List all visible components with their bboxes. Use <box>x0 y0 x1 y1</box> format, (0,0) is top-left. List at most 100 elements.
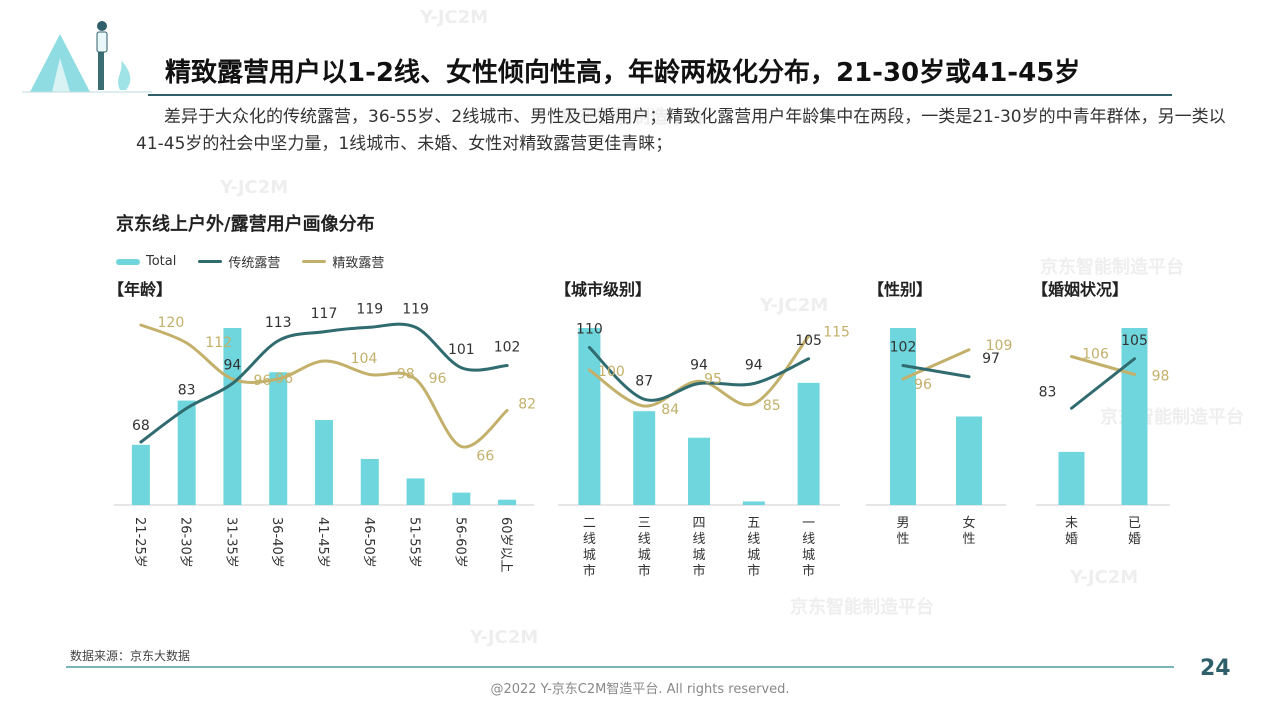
x-tick-label: 一 <box>802 516 815 531</box>
x-tick-label: 城 <box>638 548 651 563</box>
x-tick-label: 城 <box>583 548 596 563</box>
x-tick-label: 四 <box>692 516 705 531</box>
x-tick-label: 市 <box>802 563 815 579</box>
data-label-refined: 106 <box>1082 347 1109 363</box>
data-label-refined: 98 <box>397 367 415 383</box>
bar-total <box>452 492 471 505</box>
bar-total <box>315 420 333 505</box>
x-tick-label: 市 <box>638 563 651 579</box>
x-tick-label: 线 <box>692 532 705 547</box>
bar-total <box>406 478 425 505</box>
data-label-traditional: 87 <box>635 373 653 389</box>
x-tick-label: 男 <box>896 516 909 531</box>
panel-title-marital: 【婚姻状况】 <box>1032 280 1129 299</box>
data-label-traditional: 83 <box>1039 384 1057 400</box>
data-label-refined: 120 <box>158 315 185 331</box>
data-label-refined: 98 <box>1152 369 1170 385</box>
data-label-traditional: 117 <box>311 306 338 322</box>
panel-title-age: 【年龄】 <box>108 280 173 299</box>
x-tick-label: 婚 <box>1128 532 1141 547</box>
x-tick-label: 市 <box>747 563 760 579</box>
x-tick-label: 21-25岁 <box>132 517 147 568</box>
x-tick-label: 女 <box>962 515 975 531</box>
data-label-refined: 96 <box>275 371 293 387</box>
x-tick-label: 性 <box>962 532 975 547</box>
x-tick-label: 26-30岁 <box>178 517 193 568</box>
bar-total <box>498 499 517 505</box>
bar-total <box>956 416 982 505</box>
legend-swatch-refined <box>302 260 327 263</box>
line-refined-camping <box>901 348 971 381</box>
bar-total <box>177 400 196 505</box>
legend-label-refined: 精致露营 <box>332 256 385 271</box>
chart-legend: Total 传统露营 精致露营 <box>116 252 384 271</box>
x-tick-label: 三 <box>638 516 651 531</box>
x-tick-label: 城 <box>692 548 705 563</box>
line-traditional-camping <box>139 322 509 444</box>
data-label-refined: 82 <box>518 397 536 413</box>
line-refined-camping <box>139 323 509 449</box>
data-source: 数据来源：京东大数据 <box>70 649 191 663</box>
data-label-traditional: 101 <box>448 342 475 358</box>
data-label-refined: 100 <box>598 364 625 380</box>
x-tick-label: 市 <box>692 563 705 579</box>
data-label-refined: 104 <box>351 351 378 367</box>
bar-total <box>797 382 820 505</box>
data-label-refined: 66 <box>476 449 494 465</box>
x-tick-label: 二 <box>583 516 596 531</box>
data-label-traditional: 105 <box>1121 333 1148 349</box>
data-label-traditional: 83 <box>178 382 196 398</box>
legend-swatch-total <box>116 258 140 265</box>
copyright: @2022 Y-京东C2M智造平台. All rights reserved. <box>490 682 790 697</box>
bar-total <box>131 444 150 505</box>
x-tick-label: 31-35岁 <box>223 517 238 568</box>
line-traditional-camping <box>587 346 811 402</box>
x-tick-label: 线 <box>638 532 651 547</box>
x-tick-label: 已 <box>1128 516 1141 531</box>
x-tick-label: 未 <box>1065 516 1078 531</box>
data-label-refined: 84 <box>661 402 679 418</box>
data-label-traditional: 94 <box>745 358 763 374</box>
line-refined-camping <box>1070 355 1136 376</box>
data-label-refined: 109 <box>986 338 1013 354</box>
data-label-refined: 112 <box>205 335 232 351</box>
data-label-refined: 85 <box>763 398 781 414</box>
bar-total <box>1058 451 1085 505</box>
data-label-refined: 95 <box>704 371 722 387</box>
page-number: 24 <box>1200 656 1231 681</box>
bar-total <box>633 411 656 505</box>
x-tick-label: 51-55岁 <box>407 517 422 568</box>
legend-label-traditional: 传统露营 <box>228 256 281 271</box>
data-label-traditional: 119 <box>356 301 383 317</box>
bar-total <box>742 501 765 505</box>
data-label-traditional: 97 <box>982 351 1000 367</box>
camping-tent-illustration <box>22 12 152 97</box>
bar-total <box>223 328 242 505</box>
data-label-traditional: 105 <box>795 333 822 349</box>
legend-item-traditional: 传统露营 <box>198 252 280 271</box>
data-label-refined: 96 <box>429 371 447 387</box>
data-label-traditional: 119 <box>402 301 429 317</box>
x-tick-label: 56-60岁 <box>452 517 467 568</box>
x-tick-label: 城 <box>802 548 815 563</box>
data-label-traditional: 94 <box>690 358 708 374</box>
data-label-refined: 96 <box>254 373 272 389</box>
panel-title-city: 【城市级别】 <box>555 280 652 299</box>
intro-paragraph: 差异于大众化的传统露营，36-55岁、2线城市、男性及已婚用户；精致化露营用户年… <box>136 107 1226 154</box>
data-label-traditional: 102 <box>890 340 917 356</box>
data-label-traditional: 113 <box>265 315 292 331</box>
x-tick-label: 五 <box>747 516 760 531</box>
bar-total <box>688 437 710 505</box>
page-title: 精致露营用户以1-2线、女性倾向性高，年龄两极化分布，21-30岁或41-45岁 <box>165 58 1081 88</box>
x-tick-label: 市 <box>583 563 596 579</box>
line-traditional-camping <box>901 364 971 379</box>
footer-divider <box>66 666 1174 668</box>
bar-total <box>1121 328 1148 505</box>
legend-item-total: Total <box>116 254 176 269</box>
bar-total <box>578 328 601 505</box>
bar-total <box>269 372 288 505</box>
data-label-traditional: 110 <box>576 322 603 338</box>
legend-swatch-traditional <box>198 260 223 263</box>
x-tick-label: 性 <box>896 532 909 547</box>
